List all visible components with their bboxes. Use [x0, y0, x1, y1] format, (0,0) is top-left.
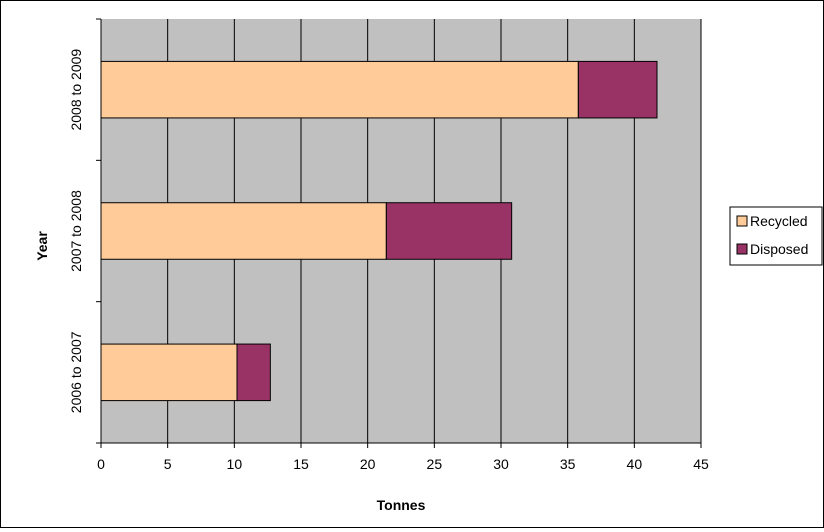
legend-label: Disposed: [750, 241, 808, 257]
x-axis-title: Tonnes: [377, 497, 426, 513]
legend-swatch-recycled: [736, 215, 748, 227]
x-tick-label: 20: [360, 456, 376, 472]
y-category-label: 2006 to 2007: [68, 331, 84, 413]
x-tick-label: 35: [560, 456, 576, 472]
x-tick-label: 15: [293, 456, 309, 472]
bar-disposed: [577, 60, 658, 119]
x-tick-label: 25: [427, 456, 443, 472]
bar-recycled: [100, 202, 387, 260]
bar-recycled: [100, 343, 238, 402]
y-category-label: 2008 to 2009: [68, 49, 84, 131]
legend-label: Recycled: [750, 213, 808, 229]
legend-swatch-disposed: [736, 243, 748, 255]
bar-disposed: [236, 343, 271, 402]
x-tick-label: 0: [97, 456, 105, 472]
y-category-label: 2007 to 2008: [68, 190, 84, 272]
legend: Recycled Disposed: [729, 206, 823, 266]
bar-disposed: [385, 202, 513, 260]
x-tick-label: 40: [627, 456, 643, 472]
x-tick-label: 45: [693, 456, 709, 472]
x-tick-label: 30: [493, 456, 509, 472]
bar-recycled: [100, 60, 579, 119]
x-tick-label: 5: [164, 456, 172, 472]
y-axis-title: Year: [34, 231, 50, 261]
x-tick-label: 10: [227, 456, 243, 472]
